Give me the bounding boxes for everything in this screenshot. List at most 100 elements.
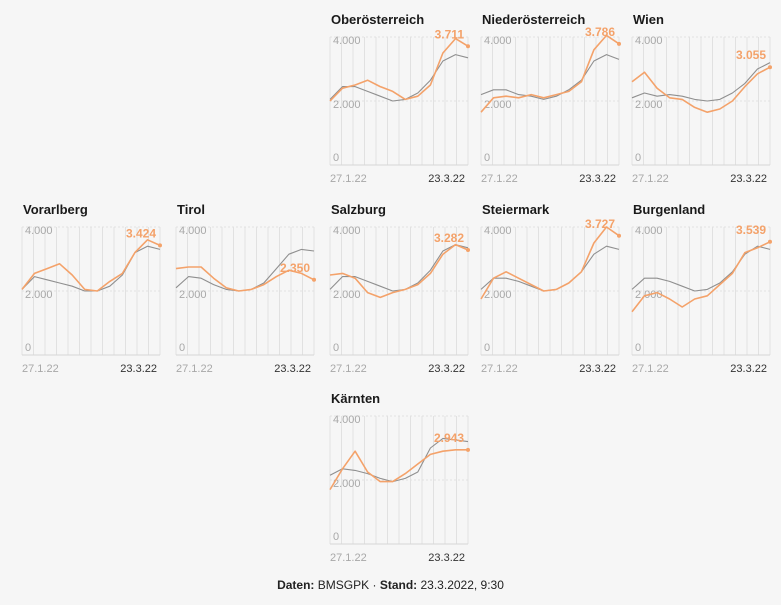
current-value-label: 3.055 <box>736 48 766 62</box>
chart-title: Steiermark <box>482 202 550 217</box>
x-start-label: 27.1.22 <box>330 552 367 564</box>
chart-svg: 4.000 2.000 0 3.727 27.1.22 23.3.22 <box>480 217 621 375</box>
austria-series-line <box>329 54 469 102</box>
current-value-label: 3.727 <box>585 217 615 231</box>
y-tick-label: 2.000 <box>333 478 361 490</box>
chart-panel: Wien 4.000 2.000 0 3.055 27.1.22 23.3.22 <box>631 12 772 187</box>
y-tick-label: 2.000 <box>635 99 663 111</box>
x-end-label: 23.3.22 <box>428 552 465 564</box>
source-stand-label: Stand: <box>379 578 418 592</box>
y-tick-label: 4.000 <box>25 225 53 237</box>
chart-panel: Steiermark 4.000 2.000 0 3.727 27.1.22 23.3.2… <box>480 202 621 377</box>
end-point-marker <box>312 277 316 282</box>
y-tick-label: 4.000 <box>333 35 361 47</box>
x-end-label: 23.3.22 <box>579 363 616 375</box>
y-tick-label: 2.000 <box>333 289 361 301</box>
x-start-label: 27.1.22 <box>632 173 669 185</box>
y-tick-label: 4.000 <box>484 35 512 47</box>
chart-svg: 4.000 2.000 0 2.943 27.1.22 23.3.22 <box>329 414 470 564</box>
source-separator: · <box>372 578 377 592</box>
state-series-line <box>329 243 469 299</box>
end-point-marker <box>617 41 621 46</box>
x-start-label: 27.1.22 <box>330 363 367 375</box>
current-value-label: 3.786 <box>585 25 615 39</box>
chart-svg: 4.000 2.000 0 3.055 27.1.22 23.3.22 <box>631 35 772 185</box>
source-footer: Daten: BMSGPK · Stand: 23.3.2022, 9:30 <box>0 578 781 592</box>
end-point-marker <box>466 44 470 49</box>
end-point-marker <box>768 65 772 70</box>
end-point-marker <box>466 247 470 252</box>
austria-series-line <box>480 54 620 100</box>
state-series-line <box>631 241 771 313</box>
y-tick-label: 0 <box>484 152 490 164</box>
x-start-label: 27.1.22 <box>22 363 59 375</box>
end-point-marker <box>768 239 772 244</box>
y-tick-label: 2.000 <box>25 289 53 301</box>
state-series-line <box>21 239 161 292</box>
y-tick-label: 0 <box>333 152 339 164</box>
state-series-line <box>480 226 620 300</box>
source-data-value: BMSGPK <box>317 578 370 592</box>
chart-svg: 4.000 2.000 0 3.424 27.1.22 23.3.22 <box>21 225 162 375</box>
end-point-marker <box>466 447 470 452</box>
y-tick-label: 0 <box>635 152 641 164</box>
x-end-label: 23.3.22 <box>428 173 465 185</box>
y-tick-label: 0 <box>484 342 490 354</box>
austria-series-line <box>631 245 771 292</box>
current-value-label: 3.711 <box>435 27 465 41</box>
chart-title: Vorarlberg <box>23 202 88 217</box>
y-tick-label: 2.000 <box>333 99 361 111</box>
chart-svg: 4.000 2.000 0 3.282 27.1.22 23.3.22 <box>329 225 470 375</box>
y-tick-label: 4.000 <box>333 414 361 426</box>
y-tick-label: 0 <box>635 342 641 354</box>
x-start-label: 27.1.22 <box>176 363 213 375</box>
x-start-label: 27.1.22 <box>481 173 518 185</box>
end-point-marker <box>617 233 621 238</box>
current-value-label: 3.282 <box>434 231 464 245</box>
chart-title: Niederösterreich <box>482 12 586 27</box>
x-end-label: 23.3.22 <box>579 173 616 185</box>
current-value-label: 2.943 <box>434 431 464 445</box>
chart-panel: Tirol 4.000 2.000 0 2.350 27.1.22 23.3.22 <box>175 202 316 377</box>
chart-panel: Kärnten 4.000 2.000 0 2.943 27.1.22 23.3.22 <box>329 391 470 566</box>
current-value-label: 3.539 <box>736 223 766 237</box>
state-series-line <box>631 66 771 113</box>
x-end-label: 23.3.22 <box>730 173 767 185</box>
x-end-label: 23.3.22 <box>120 363 157 375</box>
y-tick-label: 4.000 <box>635 225 663 237</box>
x-end-label: 23.3.22 <box>274 363 311 375</box>
current-value-label: 3.424 <box>126 226 156 240</box>
state-series-line <box>329 448 468 491</box>
state-series-line <box>175 266 315 292</box>
austria-series-line <box>631 62 771 102</box>
chart-title: Oberösterreich <box>331 12 425 27</box>
chart-title: Salzburg <box>331 202 386 217</box>
y-tick-label: 4.000 <box>333 225 361 237</box>
chart-panel: Oberösterreich 4.000 2.000 0 3.711 27.1.22 23… <box>329 12 470 187</box>
y-tick-label: 4.000 <box>635 35 663 47</box>
x-end-label: 23.3.22 <box>730 363 767 375</box>
x-start-label: 27.1.22 <box>481 363 518 375</box>
state-series-line <box>480 34 620 113</box>
y-tick-label: 4.000 <box>179 225 207 237</box>
y-tick-label: 2.000 <box>484 289 512 301</box>
chart-panel: Niederösterreich 4.000 2.000 0 3.786 27.1.22… <box>480 12 621 187</box>
chart-svg: 4.000 2.000 0 2.350 27.1.22 23.3.22 <box>175 225 316 375</box>
y-tick-label: 0 <box>25 342 31 354</box>
y-tick-label: 2.000 <box>179 289 207 301</box>
chart-title: Kärnten <box>331 391 381 406</box>
chart-panel: Vorarlberg 4.000 2.000 0 3.424 27.1.22 23.3.2… <box>21 202 162 377</box>
chart-panel: Salzburg 4.000 2.000 0 3.282 27.1.22 23.3.22 <box>329 202 470 377</box>
austria-series-line <box>329 437 469 483</box>
current-value-label: 2.350 <box>280 261 310 275</box>
y-tick-label: 4.000 <box>484 225 512 237</box>
x-start-label: 27.1.22 <box>632 363 669 375</box>
chart-title: Burgenland <box>633 202 706 217</box>
chart-title: Tirol <box>177 202 205 217</box>
chart-panel: Burgenland 4.000 2.000 0 3.539 27.1.22 23.3.2… <box>631 202 772 377</box>
y-tick-label: 0 <box>333 531 339 543</box>
end-point-marker <box>158 243 162 248</box>
state-series-line <box>329 37 469 102</box>
